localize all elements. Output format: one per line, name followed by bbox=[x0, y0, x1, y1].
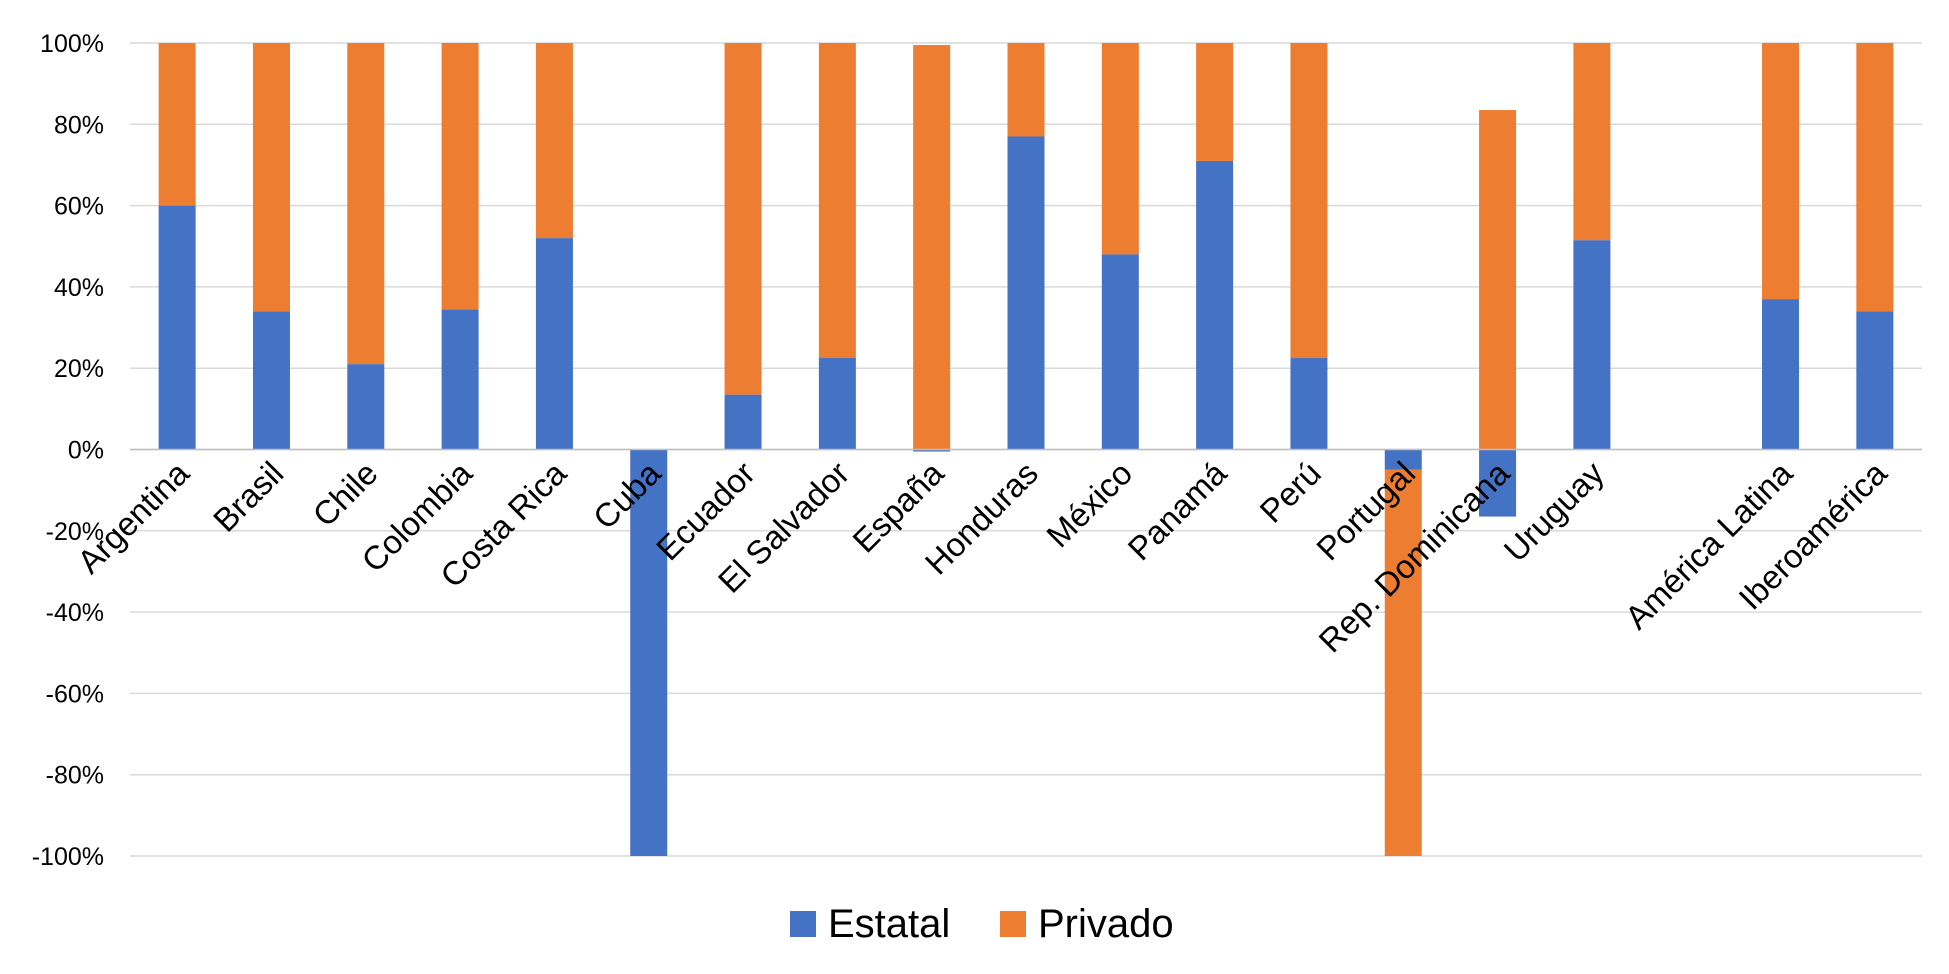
bar-estatal-colombia bbox=[441, 309, 479, 450]
legend-label-privado: Privado bbox=[1038, 902, 1174, 946]
bar-estatal-costa-rica bbox=[535, 238, 573, 450]
bar-privado-ecuador bbox=[724, 43, 762, 395]
bar-privado-perú bbox=[1290, 43, 1328, 359]
legend: Estatal Privado bbox=[790, 902, 1174, 946]
bars bbox=[158, 43, 1894, 856]
bar-privado-españa bbox=[913, 45, 951, 450]
y-tick-label: -60% bbox=[46, 680, 104, 708]
bar-privado-portugal bbox=[1384, 469, 1422, 856]
bar-estatal-perú bbox=[1290, 358, 1328, 450]
bar-privado-honduras bbox=[1007, 43, 1045, 137]
bar-privado-colombia bbox=[441, 43, 479, 310]
bar-estatal-méxico bbox=[1101, 254, 1139, 450]
bar-privado-argentina bbox=[158, 43, 196, 206]
bar-estatal-américa-latina bbox=[1762, 299, 1800, 450]
bar-estatal-el-salvador bbox=[818, 358, 856, 450]
y-tick-label: -40% bbox=[46, 599, 104, 627]
bar-estatal-iberoamérica bbox=[1856, 311, 1894, 450]
bar-estatal-argentina bbox=[158, 205, 196, 450]
legend-swatch-privado bbox=[1000, 911, 1026, 937]
bar-privado-brasil bbox=[252, 43, 290, 312]
y-tick-label: 80% bbox=[54, 111, 104, 139]
category-label: América Latina bbox=[1618, 454, 1800, 636]
bar-privado-panamá bbox=[1196, 43, 1234, 161]
y-tick-label: 40% bbox=[54, 274, 104, 302]
bar-estatal-panamá bbox=[1196, 160, 1234, 450]
bar-estatal-uruguay bbox=[1573, 240, 1611, 450]
bar-privado-rep-dominicana bbox=[1479, 110, 1517, 450]
category-label: Panamá bbox=[1120, 454, 1234, 568]
bar-estatal-rep-dominicana bbox=[1479, 449, 1517, 517]
y-axis-tick-labels: 100% 80% 60% 40% 20% 0% -20% -40% -60% -80% -100% bbox=[32, 30, 104, 871]
bar-privado-el-salvador bbox=[818, 43, 856, 359]
bar-estatal-portugal bbox=[1384, 449, 1422, 470]
category-label: Brasil bbox=[206, 454, 291, 539]
bar-estatal-chile bbox=[347, 364, 385, 450]
y-tick-label: 20% bbox=[54, 355, 104, 383]
bar-privado-uruguay bbox=[1573, 43, 1611, 241]
bar-estatal-españa bbox=[913, 449, 951, 452]
bar-privado-iberoamérica bbox=[1856, 43, 1894, 312]
y-tick-label: -20% bbox=[46, 518, 104, 546]
category-label: Perú bbox=[1252, 454, 1327, 529]
y-tick-label: 60% bbox=[54, 193, 104, 221]
bar-estatal-cuba bbox=[630, 449, 668, 856]
y-tick-label: -80% bbox=[46, 762, 104, 790]
bar-estatal-brasil bbox=[252, 311, 290, 450]
bar-privado-chile bbox=[347, 43, 385, 365]
legend-swatch-estatal bbox=[790, 911, 816, 937]
legend-label-estatal: Estatal bbox=[828, 902, 950, 946]
bar-estatal-ecuador bbox=[724, 394, 762, 450]
bar-privado-méxico bbox=[1101, 43, 1139, 255]
y-tick-label: 0% bbox=[68, 437, 104, 465]
category-label: Chile bbox=[305, 454, 384, 533]
bar-privado-américa-latina bbox=[1762, 43, 1800, 300]
bar-estatal-honduras bbox=[1007, 136, 1045, 450]
y-tick-label: -100% bbox=[32, 843, 104, 871]
bar-privado-costa-rica bbox=[535, 43, 573, 239]
y-tick-label: 100% bbox=[40, 30, 104, 58]
